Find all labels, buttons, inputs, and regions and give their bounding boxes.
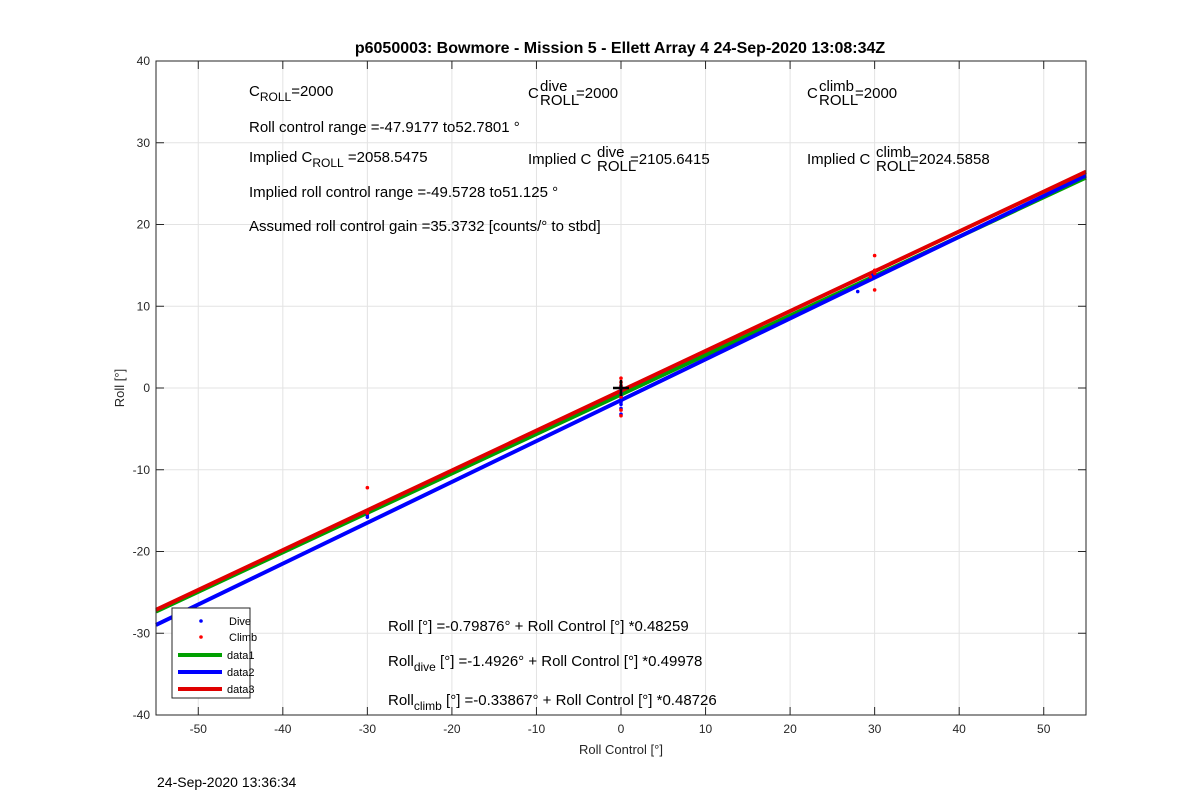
y-tick-label: 20: [137, 218, 151, 232]
origin-marker: [613, 380, 629, 396]
annotation-fit-climb: Rollclimb [°] =-0.33867° + Roll Control …: [388, 692, 717, 713]
legend-marker-climb: [199, 635, 203, 639]
point-climb: [619, 395, 623, 399]
x-tick-label: 20: [783, 722, 797, 736]
annotation-croll-climb: C: [807, 85, 818, 102]
annotation-croll-dive: C: [528, 85, 539, 102]
point-climb: [619, 413, 623, 418]
legend-marker-dive: [199, 619, 203, 623]
annotation-implied-croll-climb: Implied C: [807, 151, 871, 168]
annotation-croll: CROLL=2000: [249, 83, 333, 104]
y-tick-label: -10: [133, 463, 151, 477]
annotation-implied-range: Implied roll control range =-49.5728 to5…: [249, 184, 558, 201]
y-axis-ticks: -40 -30 -20 -10 0 10 20 30 40: [133, 54, 1086, 722]
legend-label-climb: Climb: [229, 632, 257, 644]
annotation-croll-dive-sub: ROLL: [540, 92, 579, 109]
annotation-implied-croll: Implied CROLL =2058.5475: [249, 149, 428, 170]
legend-label-dive: Dive: [229, 616, 251, 628]
point-climb: [365, 511, 370, 515]
legend-label-data2: data2: [227, 667, 255, 679]
point-climb: [868, 275, 873, 279]
annotation-croll-climb-sub: ROLL: [819, 92, 858, 109]
y-axis-label: Roll [°]: [112, 369, 127, 407]
x-tick-label: -40: [274, 722, 292, 736]
point-dive: [365, 515, 370, 519]
point-climb: [872, 253, 877, 258]
annotation-implied-croll-climb-sup: climb: [876, 144, 911, 161]
annotation-implied-croll-dive-value: =2105.6415: [630, 151, 710, 168]
annotation-croll-dive-value: =2000: [576, 85, 618, 102]
x-tick-label: 40: [953, 722, 967, 736]
y-tick-label: 40: [137, 54, 151, 68]
annotation-croll-dive-scripts: dive: [540, 78, 568, 95]
annotation-gain: Assumed roll control gain =35.3732 [coun…: [249, 218, 601, 235]
y-tick-label: 30: [137, 136, 151, 150]
y-tick-label: -40: [133, 708, 151, 722]
x-tick-label: -20: [443, 722, 461, 736]
x-axis-ticks: -50 -40 -30 -20 -10 0 10 20 30 40 50: [190, 61, 1051, 736]
x-axis-label: Roll Control [°]: [579, 742, 663, 757]
point-climb: [872, 268, 877, 273]
annotation-implied-croll-dive-sup: dive: [597, 144, 625, 161]
y-tick-label: -30: [133, 626, 151, 640]
x-tick-label: -10: [528, 722, 546, 736]
annotation-implied-croll-climb-value: =2024.5858: [910, 151, 990, 168]
point-dive: [855, 289, 860, 294]
annotation-croll-climb-sup: climb: [819, 78, 854, 95]
annotation-implied-croll-dive: Implied C: [528, 151, 592, 168]
x-tick-label: 0: [618, 722, 625, 736]
x-tick-label: -50: [190, 722, 208, 736]
y-tick-label: 10: [137, 299, 151, 313]
annotation-fit-dive: Rolldive [°] =-1.4926° + Roll Control [°…: [388, 653, 702, 674]
legend-label-data3: data3: [227, 684, 255, 696]
legend-label-data1: data1: [227, 650, 255, 662]
point-climb: [365, 485, 370, 490]
point-climb: [872, 271, 877, 276]
y-tick-label: -20: [133, 545, 151, 559]
x-tick-label: 30: [868, 722, 882, 736]
x-tick-label: 50: [1037, 722, 1051, 736]
annotation-fit-all: Roll [°] =-0.79876° + Roll Control [°] *…: [388, 618, 689, 635]
annotation-implied-croll-climb-sub: ROLL: [876, 158, 915, 175]
point-climb: [619, 408, 623, 412]
annotation-implied-croll-dive-sub: ROLL: [597, 158, 636, 175]
legend: Dive Climb data1 data2 data3: [171, 607, 257, 699]
point-climb: [619, 376, 623, 380]
y-tick-label: 0: [143, 381, 150, 395]
annotation-roll-range: Roll control range =-47.9177 to52.7801 °: [249, 119, 520, 136]
footer-timestamp: 24-Sep-2020 13:36:34: [157, 774, 297, 790]
x-tick-label: -30: [359, 722, 377, 736]
annotation-croll-climb-value: =2000: [855, 85, 897, 102]
chart-title: p6050003: Bowmore - Mission 5 - Ellett A…: [355, 40, 886, 57]
x-tick-label: 10: [699, 722, 713, 736]
point-climb: [872, 288, 877, 292]
